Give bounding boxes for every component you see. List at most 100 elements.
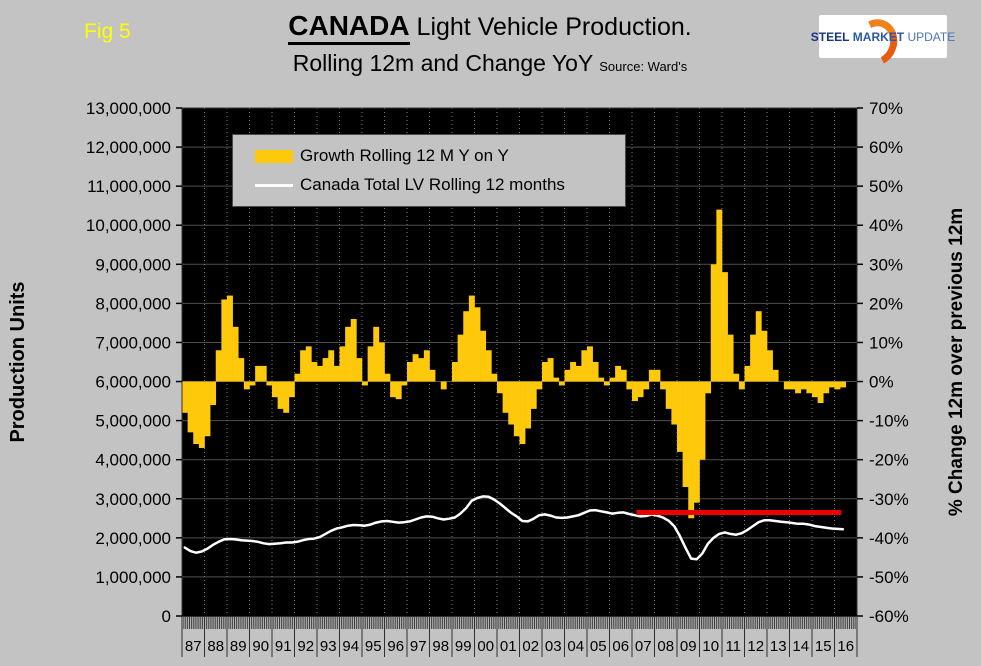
growth-bar xyxy=(255,365,262,382)
growth-bar xyxy=(204,381,211,437)
growth-bar xyxy=(238,358,245,382)
growth-bar xyxy=(648,369,655,382)
growth-bar xyxy=(671,381,678,425)
growth-bar xyxy=(395,381,402,400)
logo-wordmark: STEEL MARKET UPDATE xyxy=(811,30,955,44)
growth-bars-series xyxy=(182,209,847,519)
x-axis-tick-label: 04 xyxy=(567,638,584,655)
left-axis-tick-label: 9,000,000 xyxy=(95,255,171,274)
legend-item-production-line: Canada Total LV Rolling 12 months xyxy=(233,175,625,195)
chart-title-rest: Light Vehicle Production. xyxy=(409,13,692,41)
x-axis-tick-label: 12 xyxy=(747,638,764,655)
steel-market-update-logo: STEEL MARKET UPDATE xyxy=(811,13,955,72)
chart-title-block: CANADA Light Vehicle Production. Rolling… xyxy=(150,8,830,78)
growth-bar xyxy=(513,381,520,437)
growth-bar xyxy=(564,369,571,382)
right-axis-tick-label: -50% xyxy=(869,568,909,587)
growth-bar xyxy=(418,358,425,382)
growth-bar xyxy=(795,381,802,394)
growth-bar xyxy=(705,381,712,394)
growth-bar xyxy=(480,330,487,382)
growth-bar xyxy=(536,381,543,390)
chart-title-country: CANADA xyxy=(288,10,410,45)
chart-title: CANADA Light Vehicle Production. xyxy=(150,8,830,45)
growth-bar xyxy=(598,377,605,382)
growth-bar xyxy=(243,381,250,390)
growth-bar xyxy=(350,319,357,382)
growth-bar xyxy=(440,381,447,390)
right-axis-tick-label: 0% xyxy=(869,373,894,392)
growth-bar xyxy=(570,362,577,382)
growth-bar xyxy=(367,346,374,382)
left-axis-tick-label: 12,000,000 xyxy=(86,138,171,157)
x-axis-tick-label: 06 xyxy=(612,638,629,655)
growth-bar xyxy=(429,369,436,382)
growth-bar xyxy=(221,299,228,382)
growth-bar xyxy=(733,373,740,382)
growth-bar xyxy=(828,381,835,388)
growth-bar xyxy=(345,326,352,382)
growth-bar xyxy=(834,381,841,390)
growth-bar xyxy=(508,381,515,425)
growth-bar xyxy=(384,373,391,382)
x-axis-tick-label: 07 xyxy=(635,638,652,655)
growth-bar xyxy=(603,381,610,386)
x-axis-tick-label: 00 xyxy=(477,638,494,655)
x-axis-tick-label: 90 xyxy=(252,638,269,655)
growth-bar xyxy=(322,358,329,382)
growth-bar xyxy=(193,381,200,445)
growth-bar xyxy=(401,381,408,386)
growth-bar xyxy=(806,381,813,394)
growth-bar xyxy=(356,358,363,382)
left-axis-tick-label: 7,000,000 xyxy=(95,333,171,352)
growth-bar xyxy=(485,350,492,382)
right-axis-tick-label: 70% xyxy=(869,99,903,118)
legend-swatch-growth-bars xyxy=(255,149,293,163)
right-axis-tick-label: -10% xyxy=(869,412,909,431)
right-axis-tick-label: 20% xyxy=(869,294,903,313)
chart-subtitle-text: Rolling 12m and Change YoY xyxy=(292,50,593,77)
left-axis-tick-label: 4,000,000 xyxy=(95,451,171,470)
growth-bar xyxy=(317,365,323,382)
x-axis-tick-label: 89 xyxy=(230,638,247,655)
x-axis-year-labels: 87 88 89 90 91 92 93 94 95 96 97 98 99 00 01 02 03 04 05 06… xyxy=(181,617,858,657)
left-axis-tick-label: 11,000,000 xyxy=(87,177,171,196)
growth-bar xyxy=(744,365,751,382)
growth-bar xyxy=(277,381,284,409)
growth-bar xyxy=(660,381,667,390)
growth-bar xyxy=(682,381,689,488)
growth-bar xyxy=(626,381,633,390)
growth-bar xyxy=(457,334,464,382)
growth-bar xyxy=(637,381,644,398)
production-line-series xyxy=(183,495,845,561)
growth-bar xyxy=(463,311,470,382)
chart-legend: Growth Rolling 12 M Y on Y Canada Total … xyxy=(232,134,626,207)
growth-bar xyxy=(812,381,818,398)
growth-bar xyxy=(187,381,194,433)
growth-bar xyxy=(497,381,503,394)
growth-bar xyxy=(423,350,430,382)
growth-bar xyxy=(260,365,267,382)
growth-bar xyxy=(727,334,734,382)
figure-number-label: Fig 5 xyxy=(84,20,131,43)
growth-bar xyxy=(789,381,796,390)
growth-bar xyxy=(558,381,565,386)
growth-bar xyxy=(755,311,762,382)
growth-bar xyxy=(620,369,627,382)
right-axis-tick-label: 10% xyxy=(869,333,903,352)
x-axis-tick-label: 01 xyxy=(500,638,517,655)
growth-bar xyxy=(587,346,593,382)
growth-bar xyxy=(767,350,773,382)
growth-bar xyxy=(412,354,419,382)
left-axis-tick-label: 3,000,000 xyxy=(95,490,171,509)
growth-bar xyxy=(272,381,278,398)
growth-bar xyxy=(215,350,222,382)
growth-bar xyxy=(693,381,700,503)
growth-bar xyxy=(575,365,582,382)
growth-bar xyxy=(722,272,728,382)
x-axis-tick-label: 10 xyxy=(702,638,719,655)
growth-bar xyxy=(592,362,599,382)
growth-bar xyxy=(761,330,768,382)
growth-bar xyxy=(665,381,672,409)
